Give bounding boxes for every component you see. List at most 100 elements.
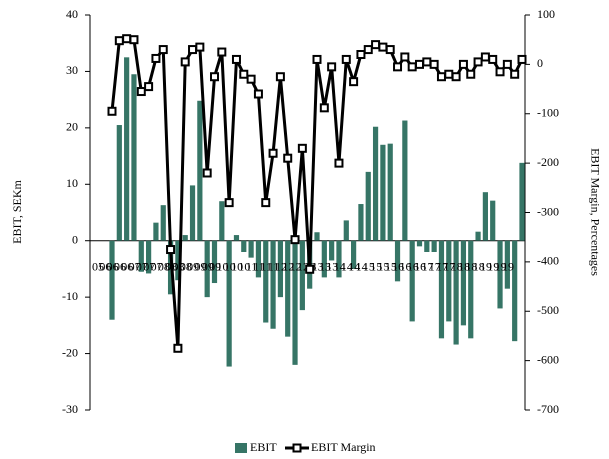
bar	[336, 240, 342, 278]
x-tick-label: 12	[290, 259, 302, 273]
bar	[438, 240, 445, 339]
x-tick-label: 14	[334, 259, 346, 273]
marker	[195, 42, 205, 52]
y-tick-label: 0	[72, 232, 78, 246]
marker	[158, 45, 168, 55]
x-tick-label: 13	[312, 259, 324, 273]
x-tick-label: 11	[253, 259, 265, 273]
bar	[358, 204, 364, 241]
x-tick-label: 10	[224, 259, 236, 273]
marker	[378, 42, 388, 52]
y2-tick-label: -600	[537, 352, 559, 366]
bar	[175, 240, 181, 281]
bar	[365, 171, 371, 241]
marker	[444, 69, 454, 79]
bar	[124, 57, 130, 241]
bar	[519, 162, 525, 241]
y2-tick-label: -700	[537, 402, 559, 416]
marker	[122, 34, 132, 44]
x-tick-label: 15	[385, 259, 397, 273]
marker	[224, 198, 234, 208]
x-tick-label: 11	[246, 259, 258, 273]
bar	[204, 240, 210, 298]
marker	[312, 54, 322, 64]
x-tick-label: 15	[363, 259, 375, 273]
marker	[136, 87, 146, 97]
x-tick-label: 07	[129, 259, 141, 273]
x-tick-label: 08	[158, 259, 170, 273]
x-tick-label: 17	[436, 259, 448, 273]
bar	[329, 240, 335, 261]
x-tick-label: 18	[451, 259, 463, 273]
bar	[153, 222, 159, 241]
bar	[512, 240, 518, 342]
bar	[248, 240, 254, 258]
marker	[495, 67, 505, 77]
marker	[356, 50, 366, 59]
x-tick-label: 14	[341, 259, 353, 273]
y-tick-label: 10	[66, 176, 78, 190]
x-tick-label: 14	[348, 259, 360, 273]
x-tick-label: 13	[326, 259, 338, 273]
marker	[349, 77, 359, 87]
marker	[275, 72, 285, 82]
bar	[146, 240, 152, 274]
bar	[299, 240, 305, 311]
x-tick-label: 19	[480, 259, 492, 273]
marker	[371, 40, 381, 50]
bar	[109, 240, 115, 320]
bar	[482, 192, 488, 241]
bar	[416, 240, 423, 247]
marker	[466, 69, 476, 79]
x-tick-label: 13	[319, 259, 331, 273]
bar	[387, 143, 393, 241]
bar	[241, 240, 247, 252]
bar	[285, 240, 291, 337]
marker	[334, 158, 344, 168]
marker	[202, 168, 212, 178]
bar	[343, 220, 349, 241]
x-tick-label: 07	[151, 259, 163, 273]
marker	[407, 62, 417, 72]
marker	[151, 53, 161, 63]
x-tick-label: 09	[195, 259, 207, 273]
legend-label: EBIT	[250, 440, 277, 454]
bar	[270, 240, 276, 329]
marker	[327, 62, 337, 72]
marker	[319, 103, 329, 113]
x-tick-label: 15	[378, 259, 390, 273]
marker	[305, 264, 315, 274]
x-tick-label: 14	[356, 259, 368, 273]
y2-tick-label: 0	[537, 56, 543, 70]
bar	[460, 240, 467, 326]
bar	[409, 240, 415, 322]
bar	[402, 120, 408, 241]
x-tick-label: 12	[275, 259, 287, 273]
marker	[283, 153, 293, 163]
x-tick-label: 18	[473, 259, 485, 273]
bar	[160, 205, 166, 241]
marker	[114, 36, 124, 46]
marker	[422, 57, 432, 67]
bar	[116, 125, 122, 241]
y-axis-title: EBIT, SEKm	[10, 179, 24, 243]
marker	[261, 198, 271, 208]
x-tick-label: 16	[407, 259, 419, 273]
x-tick-label: 07	[136, 259, 148, 273]
bar	[219, 201, 225, 241]
bar	[351, 240, 357, 269]
x-tick-label: 10	[231, 259, 243, 273]
marker	[510, 69, 520, 79]
x-tick-label: 06	[114, 259, 126, 273]
marker	[253, 89, 263, 99]
marker	[429, 59, 439, 69]
marker	[385, 45, 395, 55]
x-tick-label: 19	[495, 259, 507, 273]
marker	[173, 343, 183, 353]
bar	[263, 240, 269, 323]
marker	[246, 74, 256, 84]
x-tick-label: 19	[502, 259, 514, 273]
x-tick-label: 17	[421, 259, 433, 273]
marker	[107, 106, 117, 116]
marker	[458, 59, 468, 69]
